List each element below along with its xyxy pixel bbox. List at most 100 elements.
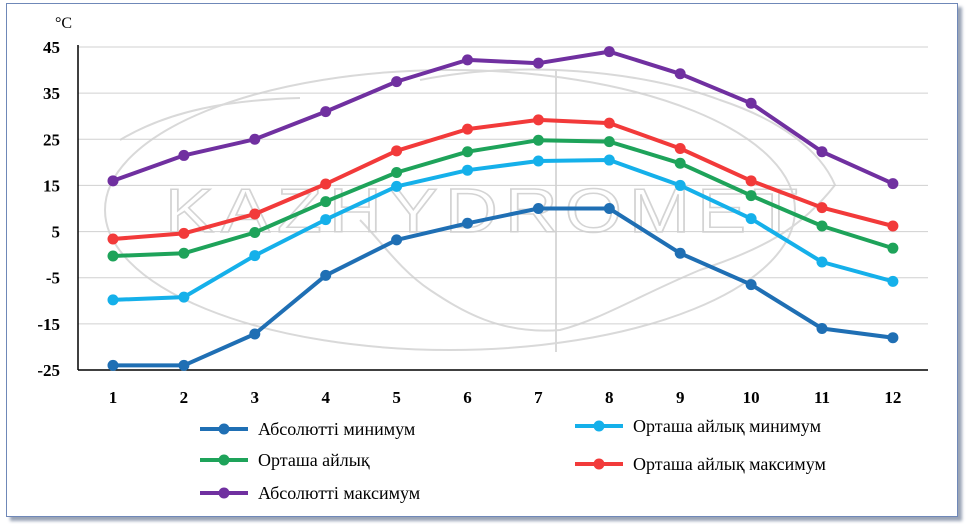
- data-point: [887, 178, 899, 190]
- data-point: [887, 332, 899, 344]
- data-point: [391, 76, 403, 88]
- y-tick-label: 15: [43, 176, 60, 195]
- data-point: [603, 117, 615, 129]
- x-tick-label: 11: [814, 388, 830, 407]
- y-unit-label: °C: [55, 15, 72, 32]
- gridlines: [78, 46, 928, 371]
- data-point: [462, 123, 473, 135]
- data-point: [249, 133, 261, 145]
- data-point: [816, 146, 828, 158]
- data-point: [178, 291, 190, 303]
- data-point: [391, 180, 403, 192]
- legend-swatch-marker: [593, 420, 605, 432]
- data-point: [462, 54, 473, 66]
- data-point: [603, 203, 615, 214]
- x-axis: 1 2 3 4 5 6 7 8 9 10 11 12: [109, 388, 902, 407]
- data-point: [745, 190, 757, 202]
- legend: Абсолютті минимум Орташа айлық Абсолютті м…: [200, 416, 826, 503]
- y-tick-label: -5: [46, 269, 60, 288]
- data-point: [745, 213, 757, 225]
- data-point: [107, 359, 119, 371]
- data-point: [674, 143, 686, 155]
- series-line: [112, 49, 894, 186]
- data-point: [745, 279, 757, 291]
- legend-swatch-marker: [593, 458, 605, 470]
- data-point: [178, 227, 190, 239]
- legend-label: Орташа айлық минимум: [633, 416, 821, 436]
- y-axis: -25 -15 -5 5 15 25 35 45: [37, 38, 79, 380]
- series-3: [107, 114, 899, 245]
- data-point: [532, 57, 544, 69]
- data-point: [178, 359, 190, 371]
- legend-label: Орташа айлық максимум: [633, 454, 826, 474]
- data-point: [320, 196, 332, 208]
- x-tick-label: 4: [321, 388, 330, 407]
- x-tick-label: 7: [534, 388, 543, 407]
- y-tick-label: 25: [43, 130, 60, 149]
- series-0: [107, 203, 899, 371]
- x-tick-label: 9: [676, 388, 685, 407]
- x-tick-label: 1: [109, 388, 118, 407]
- data-point: [107, 233, 119, 245]
- data-point: [816, 322, 828, 334]
- x-tick-label: 3: [251, 388, 260, 407]
- data-point: [532, 114, 544, 126]
- data-point: [107, 250, 119, 262]
- data-point: [674, 68, 686, 80]
- data-point: [532, 203, 544, 214]
- kazhydromet-watermark: KAZHYDROMET: [104, 68, 837, 352]
- series-line: [112, 158, 894, 302]
- data-point: [816, 202, 828, 214]
- series-2: [107, 134, 899, 262]
- data-point: [249, 208, 261, 220]
- data-point: [391, 234, 403, 246]
- data-point: [887, 275, 899, 287]
- series-line: [113, 206, 894, 368]
- legend-item: Абсолютті минимум: [200, 419, 415, 439]
- series-1: [107, 154, 899, 306]
- legend-item: Орташа айлық: [200, 450, 370, 470]
- data-point: [249, 226, 261, 238]
- data-point: [178, 247, 190, 259]
- x-tick-label: 8: [605, 388, 614, 407]
- y-tick-label: 35: [43, 84, 60, 103]
- data-point: [249, 328, 261, 340]
- data-point: [745, 97, 757, 109]
- data-point: [178, 149, 190, 161]
- legend-label: Абсолютті минимум: [258, 419, 415, 439]
- series-line: [112, 138, 894, 258]
- data-point: [674, 179, 686, 191]
- data-point: [603, 154, 615, 166]
- data-point: [603, 136, 615, 148]
- data-point: [107, 294, 119, 306]
- data-point: [320, 106, 332, 118]
- data-point: [674, 247, 686, 259]
- data-point: [107, 175, 119, 187]
- y-tick-label: -25: [37, 361, 60, 380]
- x-tick-label: 2: [180, 388, 189, 407]
- data-point: [603, 46, 615, 58]
- legend-item: Орташа айлық максимум: [575, 454, 826, 474]
- x-tick-label: 6: [463, 388, 472, 407]
- series-lines: [107, 46, 899, 371]
- data-point: [391, 167, 403, 179]
- data-point: [674, 157, 686, 169]
- legend-label: Орташа айлық: [258, 450, 370, 470]
- legend-item: Орташа айлық минимум: [575, 416, 821, 436]
- legend-item: Абсолютті максимум: [200, 483, 420, 503]
- series-line: [112, 117, 894, 241]
- series-4: [107, 46, 899, 190]
- data-point: [532, 155, 544, 167]
- data-point: [391, 145, 403, 157]
- legend-swatch-marker: [218, 454, 230, 466]
- data-point: [816, 256, 828, 268]
- data-point: [816, 220, 828, 232]
- data-point: [462, 217, 473, 229]
- data-point: [462, 164, 473, 176]
- data-point: [320, 214, 332, 226]
- x-tick-label: 10: [743, 388, 760, 407]
- x-tick-label: 5: [392, 388, 401, 407]
- watermark-text: KAZHYDROMET: [165, 177, 805, 246]
- data-point: [249, 250, 261, 262]
